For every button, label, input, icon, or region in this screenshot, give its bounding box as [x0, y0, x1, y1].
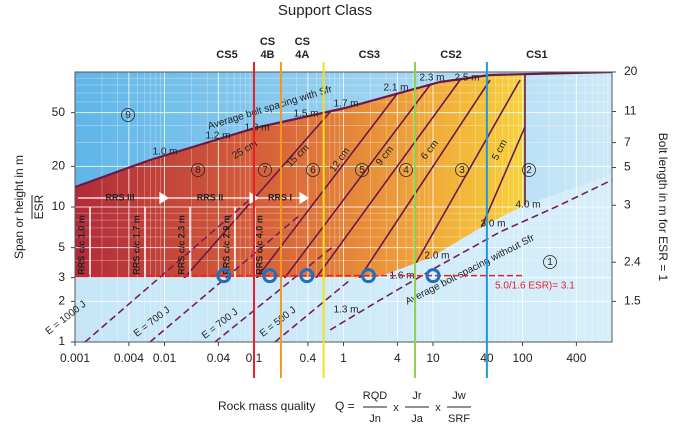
annotation: 1.3 m [244, 123, 269, 134]
x-tick-label: 400 [566, 351, 586, 365]
threshold-label: 5.0/1.6 ESR)= 3.1 [495, 280, 575, 291]
support-class-label: CS [295, 36, 310, 48]
annotation: 4.0 m [515, 200, 540, 211]
point-marker [360, 268, 376, 284]
y2-tick-label: 3 [624, 197, 631, 211]
y-tick-label: 10 [52, 199, 66, 213]
formula-denominator: Ja [411, 413, 424, 425]
annotation: RRS c/c 2.3 m [176, 215, 186, 275]
y2-tick-label: 20 [624, 64, 638, 78]
annotation: 1.7 m [333, 99, 358, 110]
x-tick-label: 4 [394, 351, 401, 365]
point-marker [262, 268, 278, 284]
annotation: 2.3 m [419, 73, 444, 84]
region-label: 7 [262, 165, 268, 176]
y-tick-label: 5 [58, 240, 65, 254]
x-tick-label: 0.001 [60, 351, 90, 365]
y-tick-label: 3 [58, 270, 65, 284]
y-axis-label-denominator: ESR [32, 194, 46, 219]
formula-numerator: RQD [363, 390, 388, 402]
region-label: 4 [403, 165, 409, 176]
y2-tick-label: 1.5 [624, 294, 641, 308]
annotation: 1.3 m [333, 305, 358, 316]
annotation: RRS c/c 1.7 m [131, 215, 141, 275]
y2-tick-label: 2.4 [624, 254, 641, 268]
y2-axis-label: Bolt length in m for ESR = 1 [656, 133, 670, 282]
region-label: 1 [547, 257, 553, 268]
formula-denominator: SRF [448, 413, 470, 425]
x-tick-label: 10 [426, 351, 440, 365]
y-tick-label: 1 [58, 334, 65, 348]
annotation: 1.5 m [293, 109, 318, 120]
point-marker [216, 268, 232, 284]
x-tick-label: 0.04 [207, 351, 231, 365]
x-axis-label: Rock mass quality [218, 399, 315, 413]
support-class-label: 4B [260, 49, 274, 61]
annotation: RRS III [105, 192, 134, 202]
y2-tick-label: 5 [624, 160, 631, 174]
region-label: 3 [459, 165, 465, 176]
support-class-label: CS3 [359, 49, 380, 61]
annotation: 1.2 m [205, 131, 230, 142]
annotation: 3.0 m [480, 219, 505, 230]
region-label: 9 [125, 110, 131, 121]
y-tick-label: 20 [52, 159, 66, 173]
y2-tick-label: 7 [624, 135, 631, 149]
annotation: 2.1 m [383, 83, 408, 94]
formula-numerator: Jw [452, 390, 466, 402]
formula-operator: x [393, 402, 399, 414]
x-tick-label: 0.4 [300, 351, 317, 365]
point-marker [425, 268, 441, 284]
region-label: 2 [526, 165, 532, 176]
x-tick-label: 0.004 [114, 351, 144, 365]
annotation: RRS c/c 2.9 m [221, 215, 231, 275]
region-marker [399, 163, 413, 177]
x-tick-label: 100 [512, 351, 532, 365]
region-marker [455, 163, 469, 177]
region-label: 6 [310, 165, 316, 176]
support-class-label: CS5 [216, 49, 237, 61]
region-marker [543, 255, 557, 269]
annotation: RRS c/c 4.0 m [254, 215, 264, 275]
x-tick-label: 1 [340, 351, 347, 365]
formula-denominator: Jn [369, 413, 381, 425]
formula-operator: x [435, 402, 441, 414]
region-label: 5 [359, 165, 365, 176]
region-marker [258, 163, 272, 177]
annotation: RRS II [197, 192, 224, 202]
support-class-label: CS [260, 36, 275, 48]
region-label: 8 [195, 165, 201, 176]
point-marker [299, 268, 315, 284]
region-marker [191, 163, 205, 177]
chart-title: Support Class [278, 2, 372, 19]
support-class-label: 4A [295, 49, 309, 61]
y2-tick-label: 11 [624, 104, 637, 118]
y-axis-label: Span or height in m [12, 155, 26, 259]
support-class-label: CS2 [440, 49, 461, 61]
annotation: RRS c/c 1.0 m [76, 215, 86, 275]
region-marker [306, 163, 320, 177]
region-marker [522, 163, 536, 177]
y-tick-label: 2 [58, 294, 65, 308]
annotation: 1.0 m [152, 147, 177, 158]
x-tick-label: 0.01 [153, 351, 177, 365]
annotation: 2.0 m [424, 251, 449, 262]
formula-lhs: Q = [335, 399, 355, 413]
formula-numerator: Jr [412, 390, 422, 402]
y-tick-label: 50 [52, 105, 66, 119]
annotation: 2.5 m [454, 73, 479, 84]
support-class-label: CS1 [526, 49, 547, 61]
region-marker [355, 163, 369, 177]
region-marker [121, 108, 135, 122]
